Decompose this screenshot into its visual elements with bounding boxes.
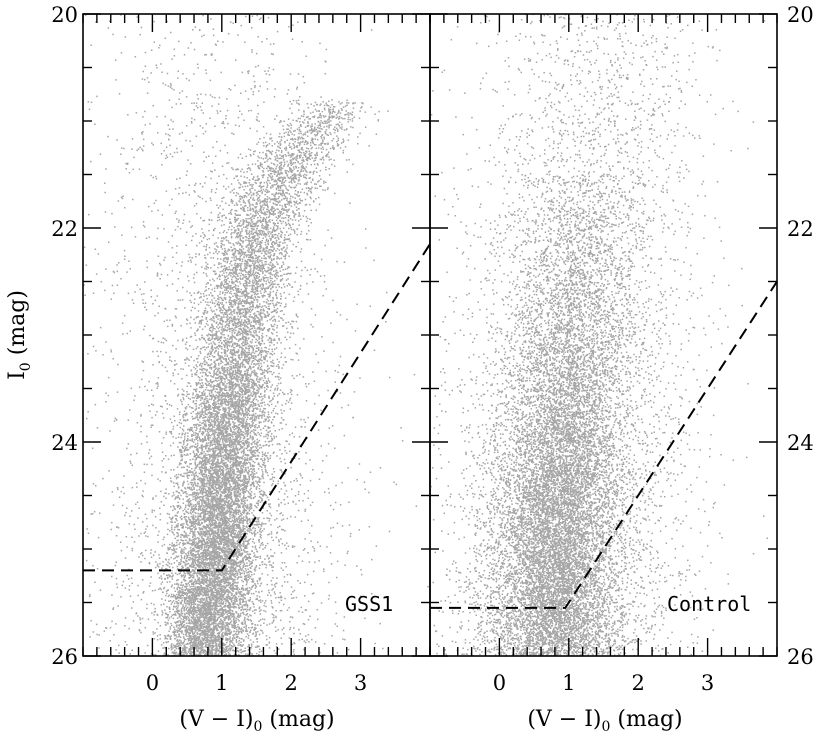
- y-tick-label: 22: [51, 217, 78, 241]
- tick-marks-left: [82, 13, 431, 657]
- y-tick-labels-left: 20 22 24 26: [51, 3, 78, 669]
- x-tick-label: 2: [632, 671, 645, 695]
- x-tick-labels-left: 0 1 2 3: [146, 671, 368, 695]
- scatter-point-cloud: [83, 13, 429, 657]
- x-tick-label: 0: [146, 671, 159, 695]
- y-tick-label: 20: [51, 3, 78, 27]
- scatter-points-left: [83, 13, 429, 657]
- y-axis-label: I0 (mag): [5, 290, 34, 380]
- x-tick-label: 3: [701, 671, 714, 695]
- x-axis-label-right: (V − I)0 (mag): [527, 707, 682, 735]
- y-tick-label: 24: [51, 431, 78, 455]
- panel-frame-right: [429, 13, 778, 657]
- selection-cut-line-right: [430, 280, 778, 609]
- scatter-points-right: [430, 13, 768, 657]
- panel-label-right: Control: [667, 592, 751, 616]
- scatter-point-cloud: [430, 13, 768, 657]
- panel-label-left: GSS1: [345, 592, 393, 616]
- panel-left: 0 1 2 3 GSS1 (V − I)0 (mag): [82, 13, 431, 735]
- tick-marks-right: [429, 13, 778, 657]
- y-tick-labels-right: 20 22 24 26: [787, 3, 814, 669]
- y-tick-label: 20: [787, 3, 814, 27]
- x-axis-label-left: (V − I)0 (mag): [179, 707, 334, 735]
- y-tick-label: 26: [787, 645, 814, 669]
- x-tick-label: 1: [215, 671, 228, 695]
- x-tick-label: 2: [285, 671, 298, 695]
- x-tick-label: 3: [354, 671, 367, 695]
- y-tick-label: 26: [51, 645, 78, 669]
- x-tick-label: 0: [493, 671, 506, 695]
- selection-cut-line-left: [83, 243, 431, 572]
- panel-right: 0 1 2 3 Control (V − I)0 (mag): [429, 13, 778, 735]
- x-tick-label: 1: [562, 671, 575, 695]
- y-tick-label: 22: [787, 217, 814, 241]
- x-tick-labels-right: 0 1 2 3: [493, 671, 715, 695]
- y-tick-label: 24: [787, 431, 814, 455]
